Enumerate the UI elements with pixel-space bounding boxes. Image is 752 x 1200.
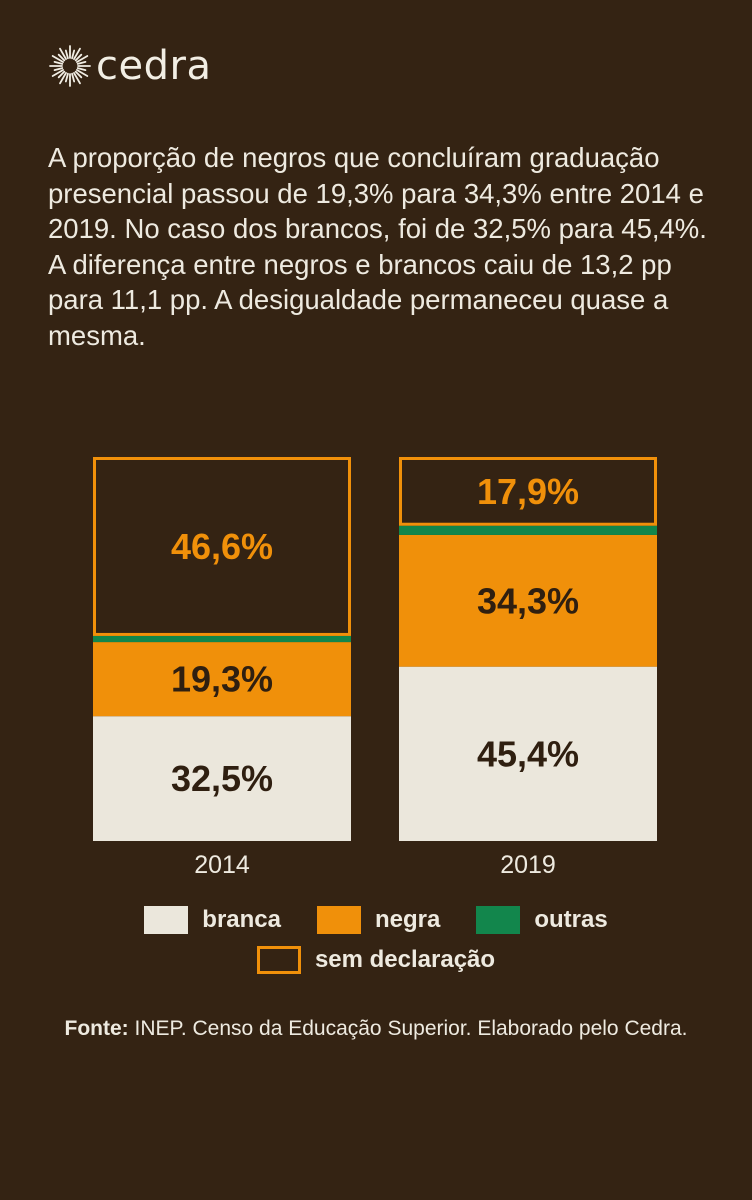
stacked-bar-chart: 32,5% 19,3% 46,6% 2014 45,4% 34,3% 17,9% 2019 <box>93 457 657 879</box>
legend-label-outras: outras <box>534 906 608 933</box>
bar-label-negra-2019: 34,3% <box>477 580 579 621</box>
legend-label-negra: negra <box>374 906 441 933</box>
bar-label-branca-2019: 45,4% <box>477 733 579 774</box>
brand-logo: cedra <box>48 44 211 88</box>
legend-item-sem-declaracao: sem declaração <box>256 946 496 974</box>
legend-label-branca: branca <box>202 906 281 933</box>
x-tick-label-2014: 2014 <box>194 851 250 879</box>
legend-swatch-branca <box>144 906 189 934</box>
bar-label-sem-declaracao-2019: 17,9% <box>477 471 579 512</box>
legend-swatch-sem-declaracao <box>256 946 301 974</box>
brand-name: cedra <box>96 43 212 89</box>
legend-swatch-negra <box>316 906 361 934</box>
bar-segment-sem-declaracao-2014 <box>93 457 351 636</box>
legend-item-outras: outras <box>476 906 608 934</box>
intro-text: A proporção de negros que concluíram gra… <box>48 142 707 351</box>
legend-item-negra: negra <box>316 906 441 934</box>
bar-segment-branca-2019 <box>399 666 657 841</box>
source-prefix: Fonte: <box>64 1017 129 1040</box>
bar-label-sem-declaracao-2014: 46,6% <box>171 526 273 567</box>
bar-segment-negra-2019 <box>399 534 657 667</box>
bar-label-branca-2014: 32,5% <box>171 758 273 799</box>
x-tick-label-2019: 2019 <box>500 851 556 879</box>
bar-segment-branca-2014 <box>93 716 351 841</box>
chart-legend: branca negra outras sem declaração <box>0 900 752 980</box>
bar-label-negra-2014: 19,3% <box>171 659 273 700</box>
sunburst-icon <box>49 45 91 87</box>
bar-segment-negra-2014 <box>93 642 351 717</box>
bar-segment-sem-declaracao-2019 <box>399 457 657 526</box>
bar-segment-outras-2019 <box>399 525 657 535</box>
legend-swatch-outras <box>476 906 521 934</box>
legend-item-branca: branca <box>144 906 281 934</box>
legend-label-sem-declaracao: sem declaração <box>314 946 496 973</box>
source-note: Fonte: INEP. Censo da Educação Superior.… <box>40 1014 712 1043</box>
source-text: INEP. Censo da Educação Superior. Elabor… <box>128 1017 688 1040</box>
bar-segment-outras-2014 <box>93 635 351 643</box>
